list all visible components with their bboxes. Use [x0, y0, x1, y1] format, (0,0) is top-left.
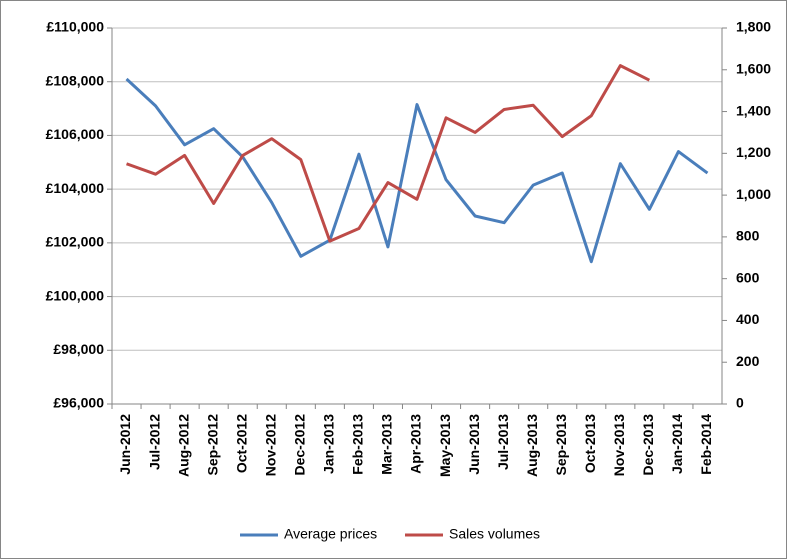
x-tick-label: Sep-2013 [553, 414, 569, 476]
x-tick-label: Mar-2013 [379, 414, 395, 475]
x-tick-label: Nov-2012 [262, 414, 278, 476]
y2-tick-label: 1,400 [736, 102, 771, 118]
x-tick-label: May-2013 [437, 414, 453, 477]
x-tick-label: Jun-2012 [117, 414, 133, 475]
x-tick-label: Feb-2013 [350, 414, 366, 475]
y2-tick-label: 800 [736, 228, 760, 244]
x-tick-label: Apr-2013 [408, 414, 424, 474]
x-tick-label: Jul-2013 [495, 414, 511, 470]
y2-tick-label: 0 [736, 395, 744, 411]
y2-tick-label: 600 [736, 269, 760, 285]
x-tick-label: Aug-2013 [524, 414, 540, 477]
y-tick-label: £110,000 [46, 19, 104, 35]
y2-tick-label: 1,000 [736, 186, 771, 202]
y-tick-label: £108,000 [46, 72, 105, 88]
y2-tick-label: 200 [736, 353, 760, 369]
y2-tick-label: 1,600 [736, 60, 771, 76]
x-tick-label: Oct-2012 [233, 414, 249, 473]
x-tick-label: Nov-2013 [611, 414, 627, 476]
legend-label: Average prices [284, 526, 377, 542]
x-tick-label: Jan-2014 [669, 414, 685, 474]
x-tick-label: Dec-2013 [640, 414, 656, 476]
y2-tick-label: 400 [736, 311, 760, 327]
x-tick-label: Oct-2013 [582, 414, 598, 473]
x-tick-label: Jun-2013 [466, 414, 482, 475]
x-tick-label: Jan-2013 [321, 414, 337, 474]
y-tick-label: £106,000 [46, 126, 105, 142]
x-tick-label: Feb-2014 [698, 414, 714, 475]
series-line [125, 77, 709, 264]
y-tick-label: £102,000 [46, 234, 105, 250]
series-line [126, 64, 651, 243]
x-tick-label: Dec-2012 [292, 414, 308, 476]
legend-label: Sales volumes [449, 526, 540, 542]
x-tick-label: Aug-2012 [175, 414, 191, 477]
x-tick-label: Jul-2012 [146, 414, 162, 470]
y-tick-label: £100,000 [46, 287, 105, 303]
y2-tick-label: 1,200 [736, 144, 771, 160]
x-tick-label: Sep-2012 [204, 414, 220, 476]
y-tick-label: £104,000 [46, 180, 105, 196]
y-tick-label: £98,000 [53, 341, 104, 357]
y-tick-label: £96,000 [53, 395, 104, 411]
y2-tick-label: 1,800 [736, 19, 771, 35]
